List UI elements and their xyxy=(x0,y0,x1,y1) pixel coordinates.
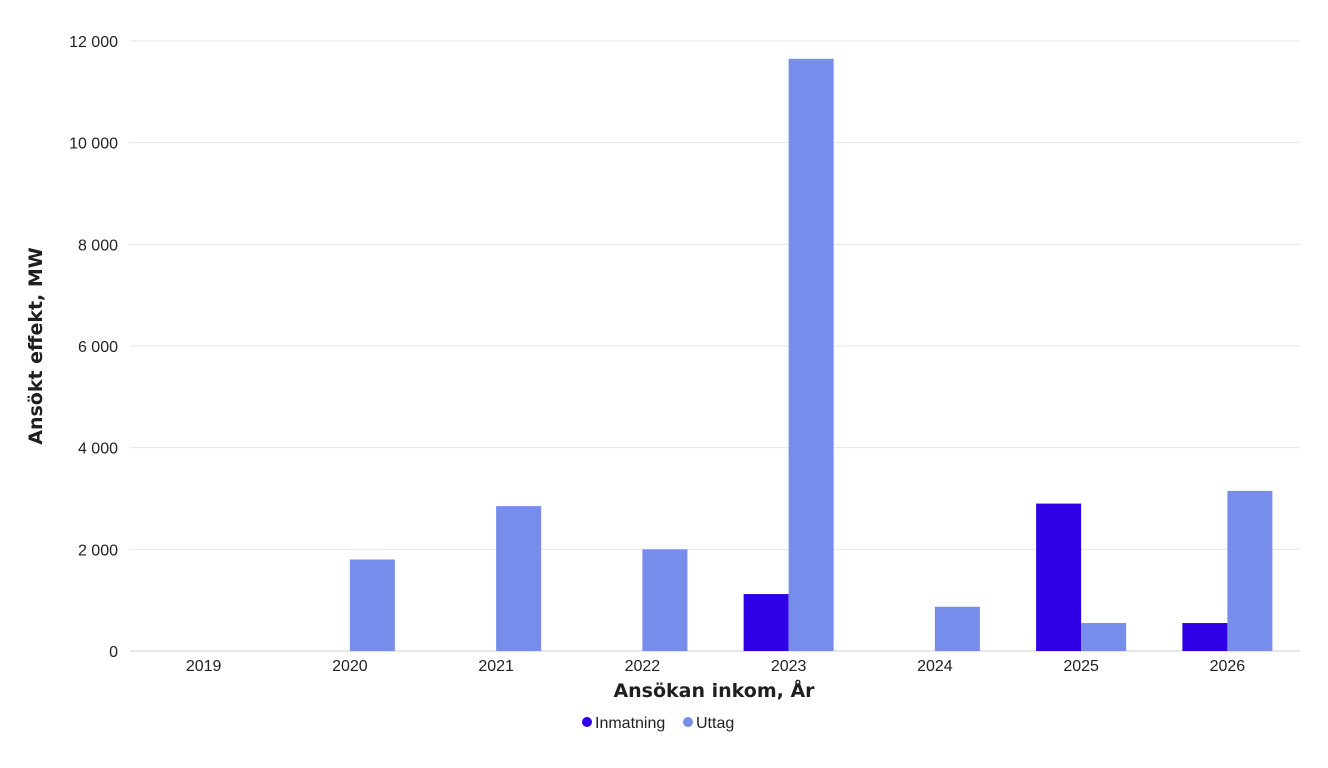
x-axis-title: Ansökan inkom, År xyxy=(613,678,815,702)
legend-label: Uttag xyxy=(696,715,734,732)
x-tick-label: 2019 xyxy=(186,658,222,675)
x-tick-label: 2023 xyxy=(771,658,807,675)
y-tick-label: 8 000 xyxy=(78,237,118,254)
bar-inmatning-2023 xyxy=(743,594,789,651)
bar-uttag-2020 xyxy=(349,559,395,651)
bar-uttag-2024 xyxy=(934,606,980,651)
y-tick-label: 10 000 xyxy=(69,136,118,153)
y-tick-label: 4 000 xyxy=(78,441,118,458)
legend-marker xyxy=(683,717,693,727)
x-tick-label: 2026 xyxy=(1210,658,1246,675)
legend: Inmatning Uttag xyxy=(582,715,734,732)
bar-uttag-2021 xyxy=(496,506,542,651)
y-axis-title: Ansökt effekt, MW xyxy=(25,247,47,445)
y-tick-label: 6 000 xyxy=(78,339,118,356)
bar-inmatning-2025 xyxy=(1036,503,1082,651)
legend-label: Inmatning xyxy=(595,715,665,732)
x-tick-label: 2025 xyxy=(1063,658,1099,675)
y-axis-ticks: 0 2 000 4 000 6 000 8 000 10 000 12 000 xyxy=(69,34,118,661)
bars xyxy=(349,58,1273,651)
bar-uttag-2023 xyxy=(788,58,834,651)
bar-uttag-2022 xyxy=(642,549,688,651)
y-tick-label: 2 000 xyxy=(78,542,118,559)
x-tick-label: 2021 xyxy=(478,658,514,675)
x-tick-label: 2020 xyxy=(332,658,368,675)
gridlines xyxy=(130,40,1300,652)
x-tick-label: 2024 xyxy=(917,658,953,675)
y-tick-label: 0 xyxy=(109,644,118,661)
y-tick-label: 12 000 xyxy=(69,34,118,51)
bar-uttag-2025 xyxy=(1081,623,1127,651)
x-axis-ticks: 2019 2020 2021 2022 2023 2024 2025 2026 xyxy=(186,658,1245,675)
bar-inmatning-2026 xyxy=(1182,623,1228,651)
bar-uttag-2026 xyxy=(1227,490,1273,651)
legend-marker xyxy=(582,717,592,727)
x-tick-label: 2022 xyxy=(625,658,661,675)
